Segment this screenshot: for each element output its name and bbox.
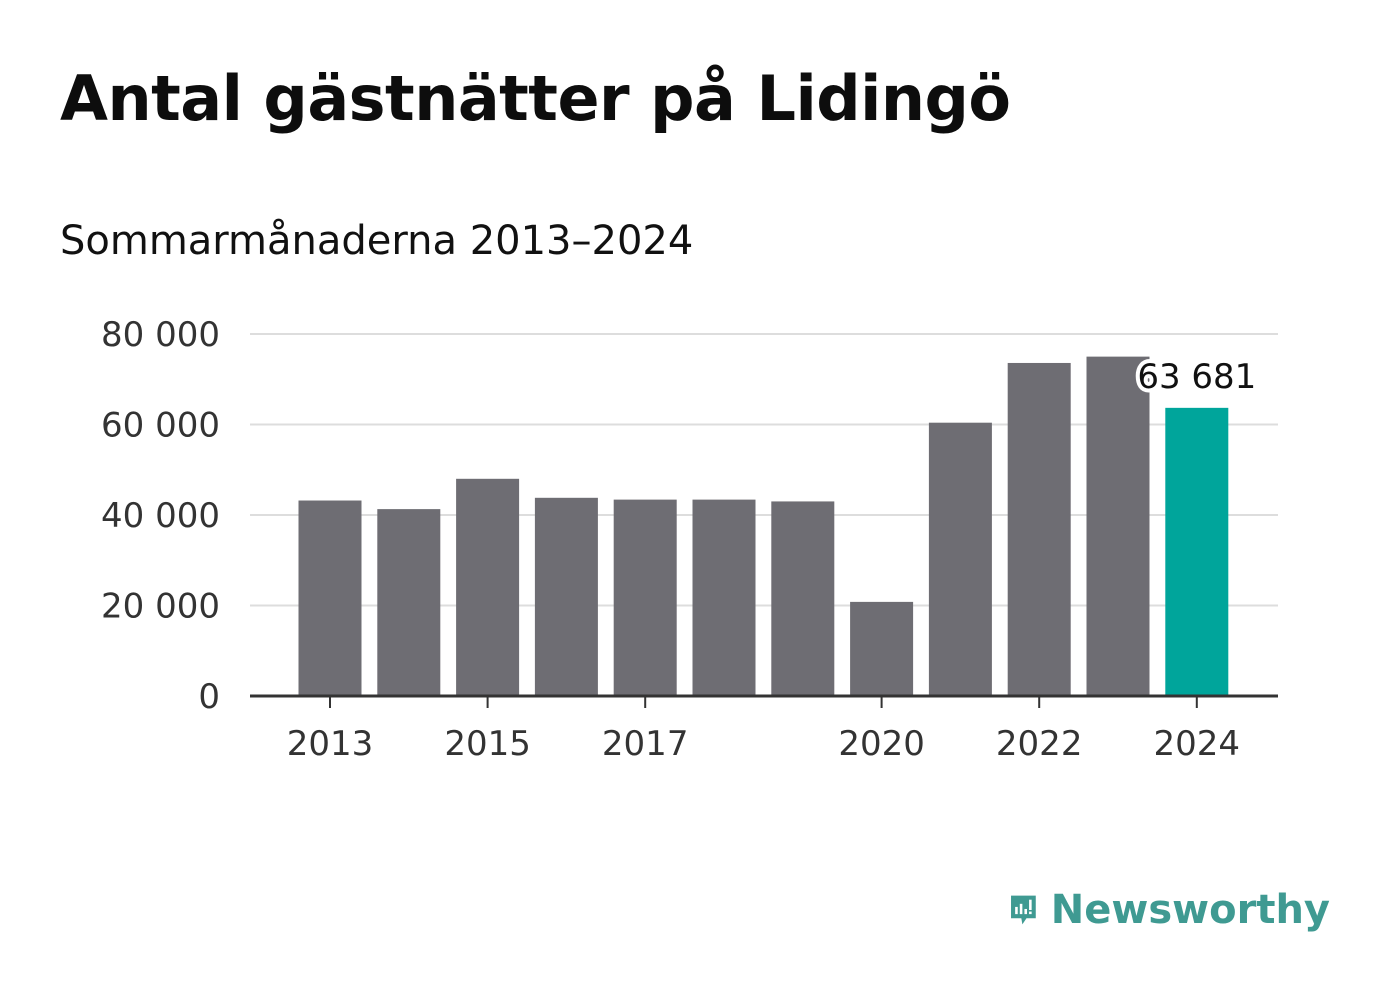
bar-2016 xyxy=(534,497,598,696)
x-tick-label: 2017 xyxy=(602,724,689,764)
bar-2019 xyxy=(771,501,835,696)
bar-2023 xyxy=(1086,356,1150,696)
bar-2013 xyxy=(298,500,362,696)
x-axis-labels: 2013 2015 2017 2020 2022 2024 xyxy=(287,724,1240,764)
x-tick-label: 2022 xyxy=(996,724,1083,764)
bar-2018 xyxy=(692,499,756,696)
y-tick-label: 60 000 xyxy=(101,406,220,446)
bar-2022 xyxy=(1007,362,1071,696)
newsworthy-logo-icon xyxy=(1011,895,1036,925)
chart-subtitle: Sommarmånaderna 2013–2024 xyxy=(60,218,694,264)
data-labels: 63 681 xyxy=(1133,353,1260,401)
bar-2017 xyxy=(613,499,677,696)
y-axis-labels: 0 20 000 40 000 60 000 80 000 xyxy=(101,315,220,717)
bar-2021 xyxy=(928,422,992,696)
y-tick-label: 20 000 xyxy=(101,587,220,627)
y-tick-label: 0 xyxy=(198,677,220,717)
y-tick-label: 80 000 xyxy=(101,315,220,355)
data-label: 63 681 xyxy=(1137,357,1256,397)
bar-2024 xyxy=(1165,407,1229,696)
bar-2014 xyxy=(377,509,441,696)
x-tick-label: 2024 xyxy=(1154,724,1241,764)
chart-title: Antal gästnätter på Lidingö xyxy=(60,62,1011,135)
bar-2020 xyxy=(850,601,914,696)
brand-name: Newsworthy xyxy=(1050,887,1330,933)
bars xyxy=(298,356,1229,696)
x-tick-label: 2015 xyxy=(444,724,531,764)
x-tick-label: 2020 xyxy=(838,724,925,764)
bar-2015 xyxy=(456,478,520,696)
x-tick-label: 2013 xyxy=(287,724,374,764)
y-tick-label: 40 000 xyxy=(101,496,220,536)
brand-logo: Newsworthy xyxy=(1010,878,1330,942)
x-axis xyxy=(250,694,1278,708)
